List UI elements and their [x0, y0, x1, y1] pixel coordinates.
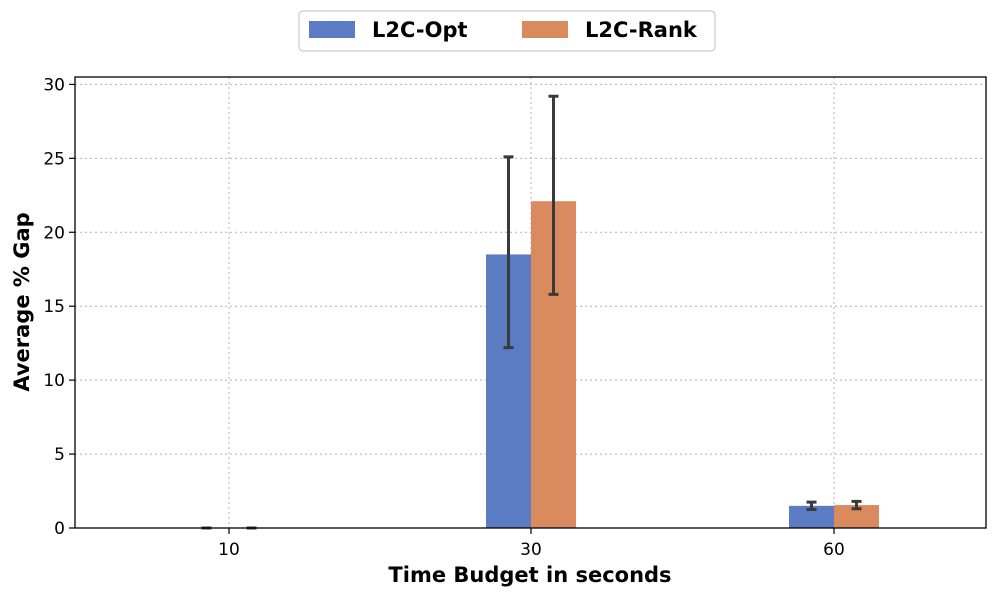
y-axis-ticks: 0 5 10 15 20 25 30 [43, 75, 75, 539]
y-axis-title: Average % Gap [10, 212, 34, 391]
x-axis-title: Time Budget in seconds [388, 563, 671, 587]
legend-swatch-l2c-rank [522, 21, 568, 38]
y-tick-label: 15 [43, 297, 65, 317]
y-tick-label: 25 [43, 149, 65, 169]
legend-label-l2c-rank: L2C-Rank [585, 18, 698, 42]
y-tick-label: 10 [43, 371, 65, 391]
bar-l2c-rank-60 [834, 505, 879, 528]
y-tick-label: 20 [43, 223, 65, 243]
x-axis-ticks: 10 30 60 [218, 528, 845, 560]
x-tick-label: 60 [823, 540, 845, 560]
legend: L2C-Opt L2C-Rank [298, 10, 716, 52]
x-tick-label: 30 [520, 540, 542, 560]
legend-swatch-l2c-opt [309, 21, 355, 38]
bars [486, 201, 879, 528]
legend-label-l2c-opt: L2C-Opt [372, 18, 468, 42]
x-tick-label: 10 [218, 540, 240, 560]
y-tick-label: 5 [54, 445, 65, 465]
legend-box [298, 10, 716, 52]
y-tick-label: 0 [54, 519, 65, 539]
y-tick-label: 30 [43, 75, 65, 95]
bar-l2c-opt-60 [789, 505, 834, 528]
